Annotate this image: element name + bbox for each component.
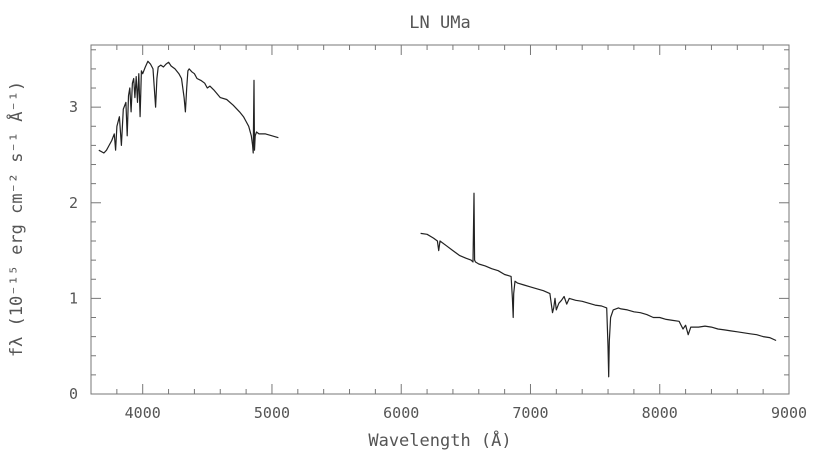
x-tick-label: 5000 (254, 404, 290, 422)
chart-title: LN UMa (409, 13, 470, 33)
x-axis-title: Wavelength (Å) (368, 429, 511, 451)
y-tick-label: 1 (69, 289, 78, 307)
x-tick-label: 9000 (771, 404, 807, 422)
y-tick-label: 3 (69, 98, 78, 116)
axis-ticks: 4000 5000 6000 7000 8000 9000 0 1 2 3 (69, 45, 807, 422)
x-tick-label: 4000 (125, 404, 161, 422)
plot-frame (90, 44, 790, 395)
x-tick-label: 8000 (642, 404, 678, 422)
spectrum-line-blue (98, 60, 279, 154)
x-tick-label: 7000 (512, 404, 548, 422)
spectrum-series (98, 60, 777, 378)
spectrum-line-red (420, 192, 777, 378)
y-axis-title: fλ (10⁻¹⁵ erg cm⁻² s⁻¹ Å⁻¹) (5, 81, 27, 357)
y-tick-label: 2 (69, 194, 78, 212)
x-tick-label: 6000 (383, 404, 419, 422)
y-tick-label: 0 (69, 385, 78, 403)
